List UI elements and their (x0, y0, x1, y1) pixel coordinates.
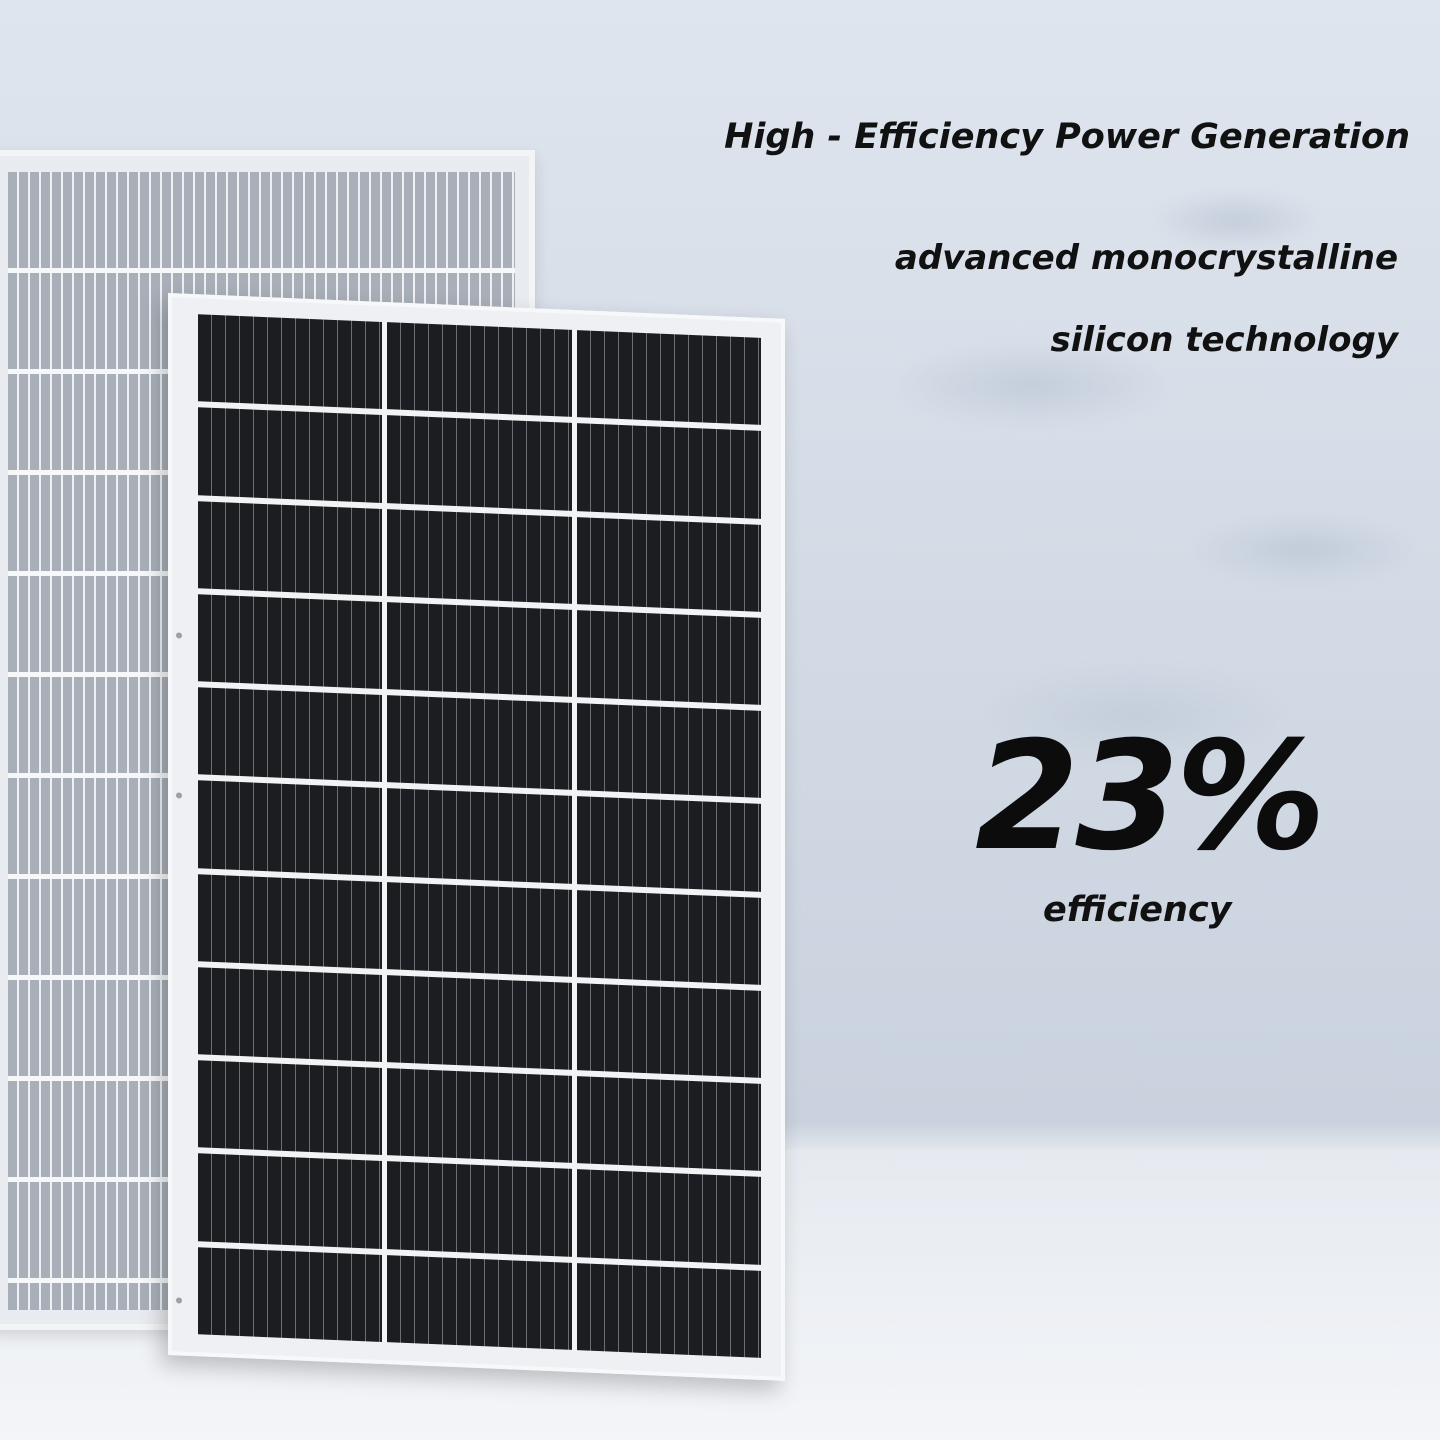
solar-cell (387, 788, 572, 884)
solar-cell (387, 695, 572, 791)
efficiency-label: efficiency (1043, 890, 1232, 930)
solar-cell (387, 415, 572, 511)
mounting-hole (176, 1297, 182, 1304)
solar-cell (198, 314, 383, 410)
solar-cell (576, 516, 761, 612)
solar-cell (387, 602, 572, 697)
mounting-hole (176, 632, 182, 639)
solar-cell (387, 975, 572, 1071)
mounting-hole (176, 792, 182, 799)
solar-cell (198, 687, 383, 783)
solar-cell (387, 881, 572, 977)
solar-cell (198, 873, 383, 969)
leaf-shadow-background (760, 0, 1440, 1100)
solar-cell (198, 407, 383, 503)
solar-cell (198, 1246, 383, 1342)
solar-cell (198, 594, 383, 690)
solar-cell (576, 423, 761, 519)
solar-cell (198, 967, 383, 1063)
solar-cell (198, 1153, 383, 1249)
solar-cell (198, 500, 383, 596)
solar-cell (198, 1060, 383, 1156)
solar-cell (387, 1254, 572, 1350)
solar-cell (576, 889, 761, 985)
solar-cell (576, 1169, 761, 1265)
subline-1: advanced monocrystalline (894, 238, 1398, 278)
headline: High - Efficiency Power Generation (724, 117, 1410, 157)
solar-cell (387, 508, 572, 604)
solar-cell (198, 780, 383, 876)
solar-cell (576, 703, 761, 799)
solar-cell (576, 609, 761, 705)
subline-2: silicon technology (1050, 320, 1398, 360)
solar-cell (387, 1161, 572, 1257)
efficiency-value: 23% (975, 710, 1326, 884)
solar-cell (576, 983, 761, 1079)
solar-cell (576, 330, 761, 426)
front-panel-cells (198, 314, 761, 1358)
solar-cell (387, 1068, 572, 1164)
solar-cell (576, 1262, 761, 1358)
solar-cell (576, 796, 761, 892)
solar-cell (576, 1076, 761, 1172)
front-solar-panel-image (168, 293, 785, 1381)
solar-cell (387, 322, 572, 418)
